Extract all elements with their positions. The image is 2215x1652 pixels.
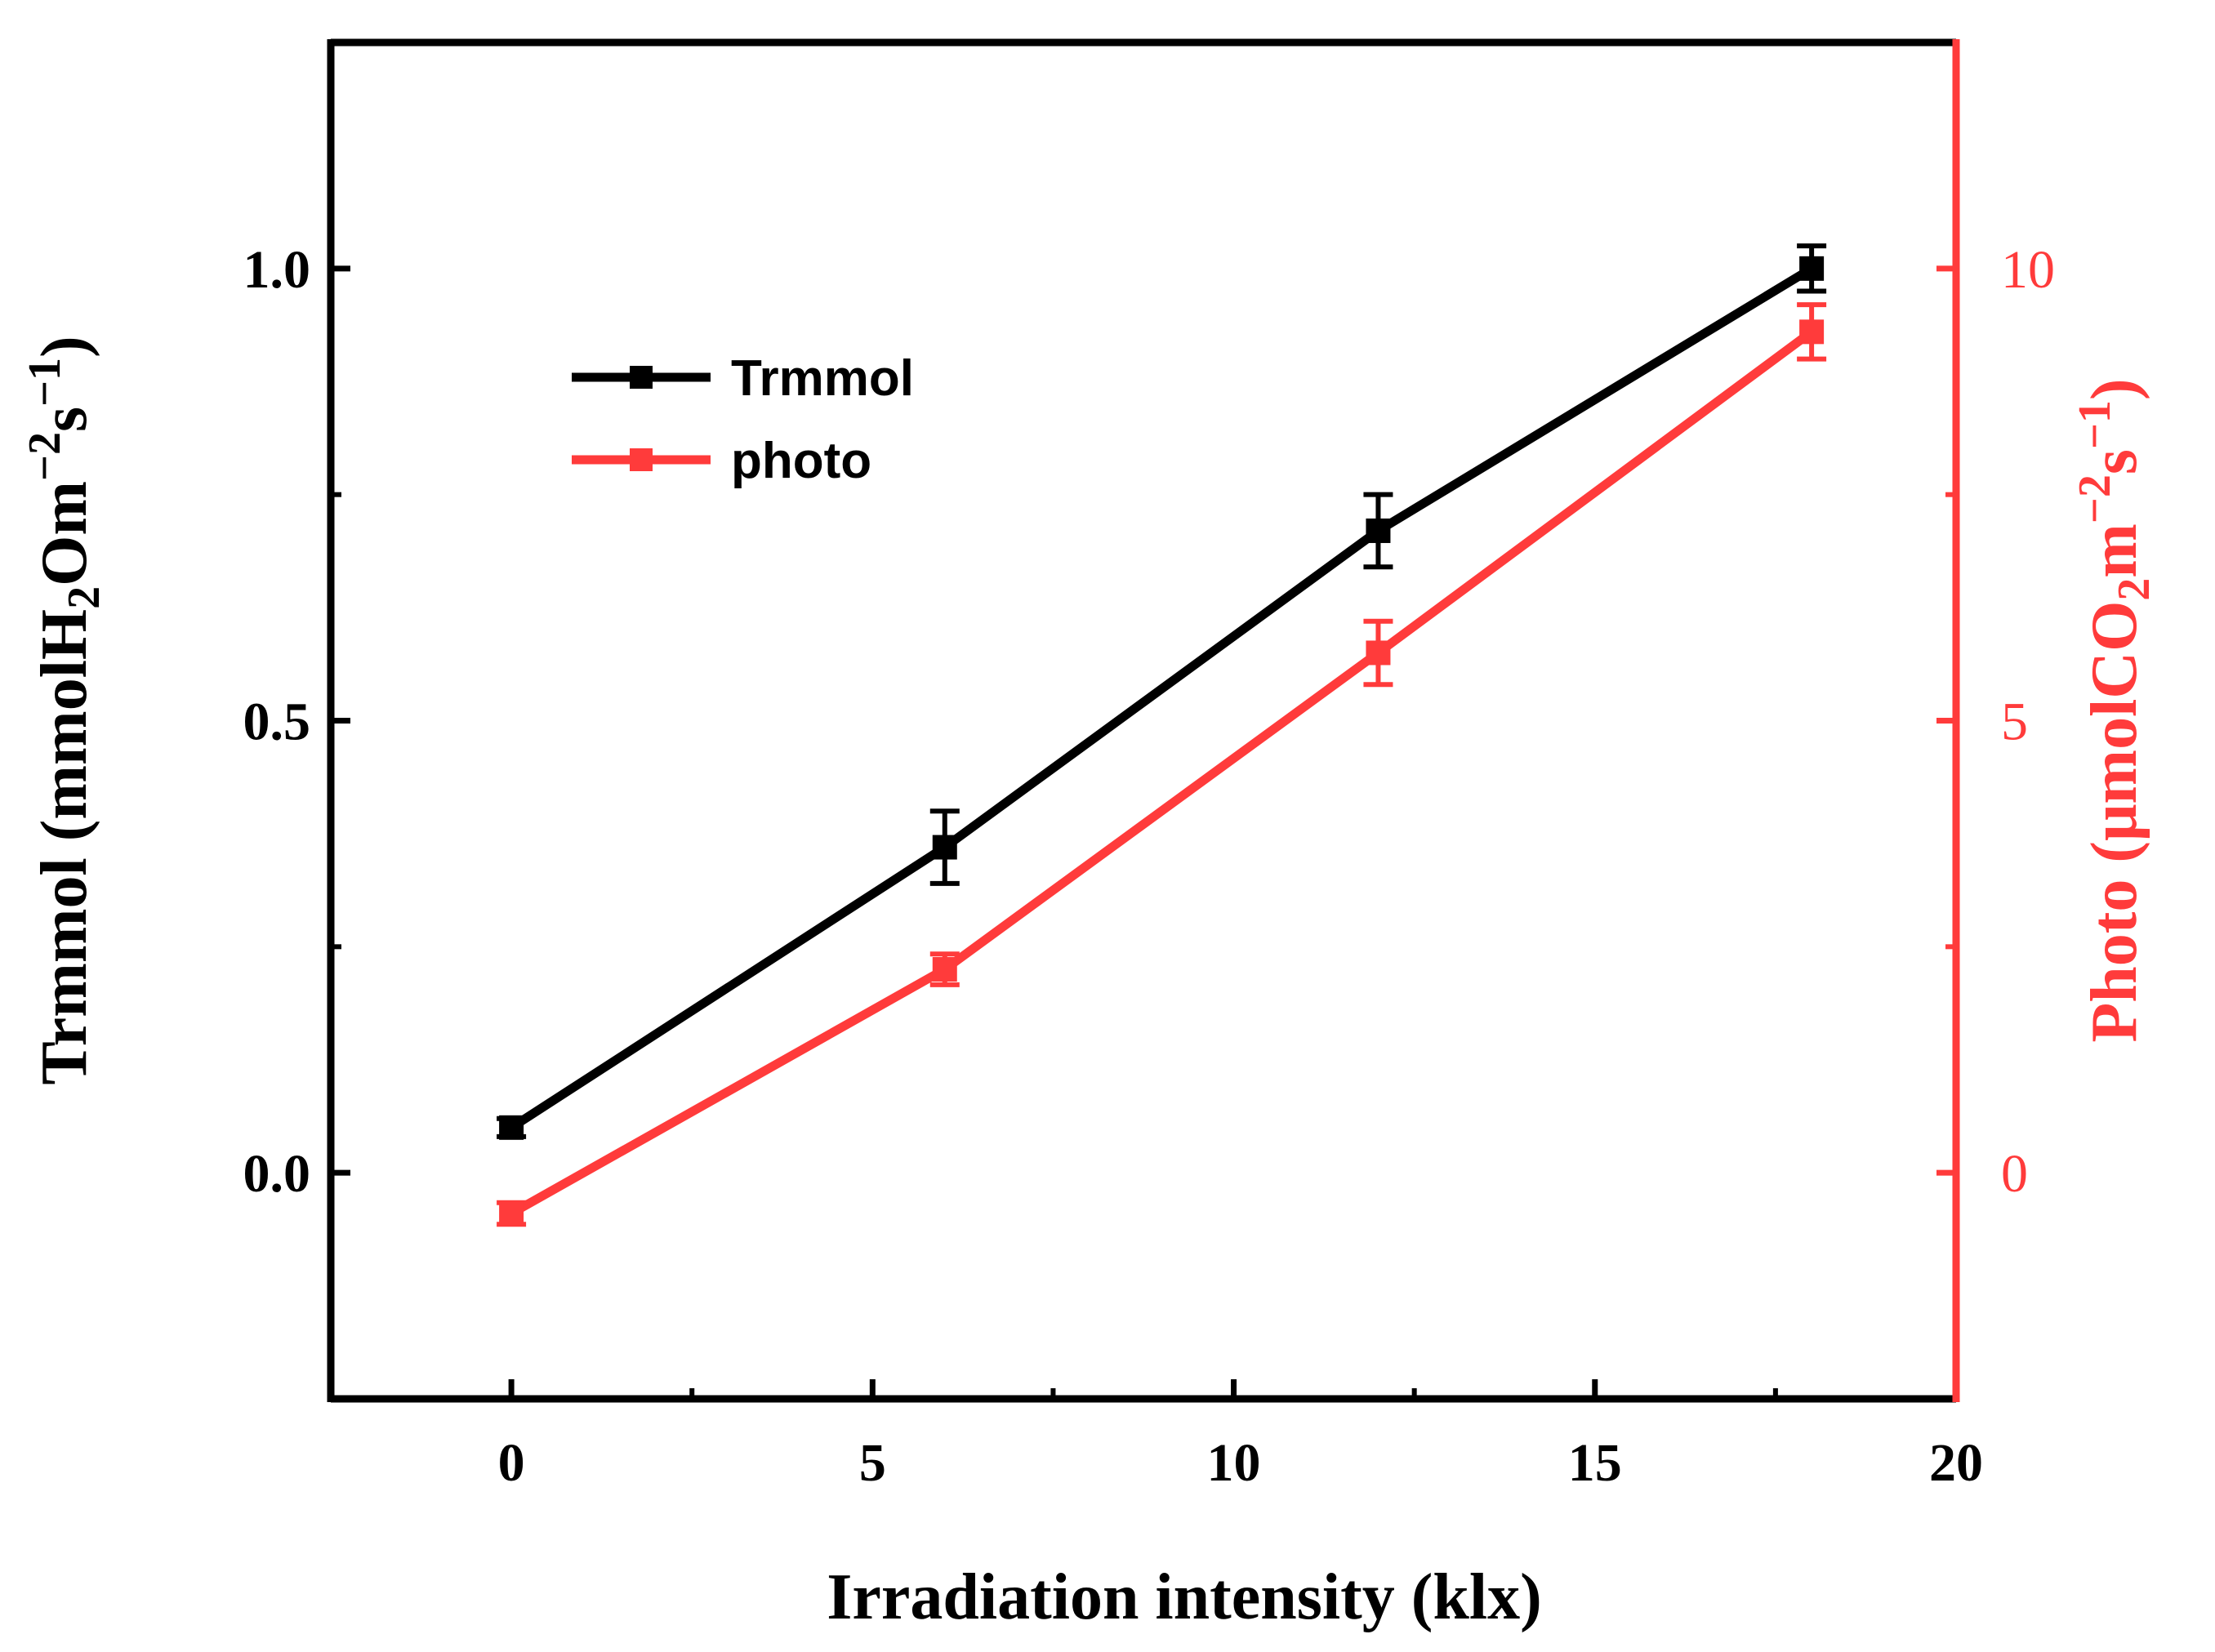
y-left-tick-label-0.0: 0.0 [243, 1144, 311, 1204]
legend: Trmmol photo [572, 350, 914, 489]
data-point-trmmol [1799, 256, 1825, 281]
data-point-photo [1366, 640, 1391, 666]
y-right-tick-label-5: 5 [2001, 692, 2028, 752]
series-line-photo [509, 327, 1815, 1218]
y-right-tick-label-0: 0 [2001, 1144, 2028, 1204]
data-point-trmmol [1366, 518, 1391, 543]
legend-label-trmmol: Trmmol [731, 350, 914, 407]
x-tick-label-0: 0 [498, 1433, 525, 1493]
x-axis-title: Irradiation intensity (klx) [827, 1561, 1542, 1633]
axes: 0 5 10 15 20 0.0 0.5 1.0 0 5 10 [243, 38, 2055, 1493]
y-axis-title-right: Photo (μmolCO2m−2s−1) [2070, 378, 2159, 1042]
series-line-trmmol [509, 265, 1814, 1132]
x-tick-label-20: 20 [1929, 1433, 1983, 1493]
data-point-photo [1799, 319, 1825, 345]
y-left-tick-label-0.5: 0.5 [243, 692, 311, 752]
legend-label-photo: photo [731, 433, 871, 489]
data-point-trmmol [932, 835, 957, 860]
y-axis-title-left: Trmmol (mmolH2Om−2s−1) [20, 336, 109, 1084]
data-point-trmmol [499, 1115, 524, 1140]
y-right-tick-label-10: 10 [2001, 240, 2055, 300]
x-tick-label-15: 15 [1568, 1433, 1622, 1493]
legend-marker-photo [630, 448, 653, 471]
x-tick-label-5: 5 [859, 1433, 886, 1493]
data-point-photo [499, 1200, 524, 1226]
x-tick-label-10: 10 [1207, 1433, 1261, 1493]
y-left-tick-label-1.0: 1.0 [243, 240, 311, 300]
legend-marker-trmmol [630, 366, 653, 389]
data-point-photo [932, 957, 957, 982]
series-layer [497, 243, 1827, 1227]
